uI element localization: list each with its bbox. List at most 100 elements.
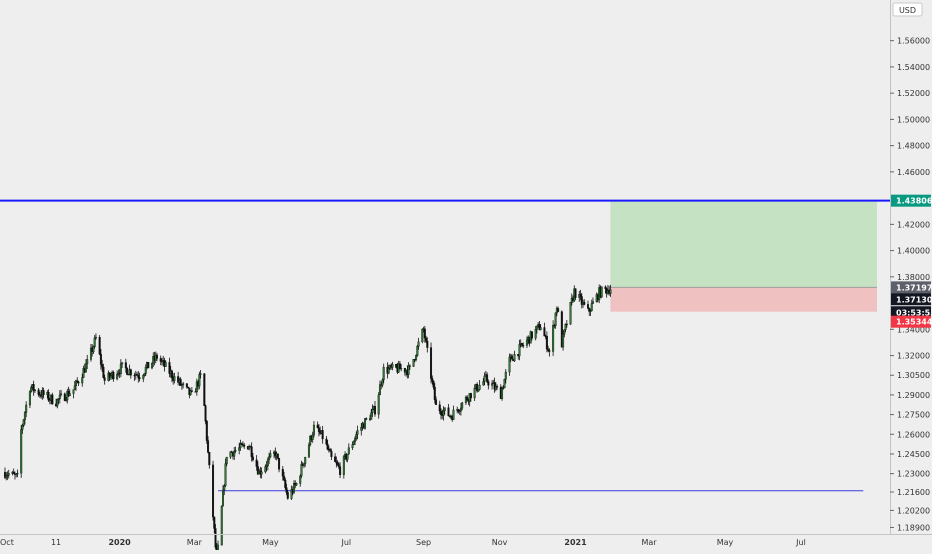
loss-zone[interactable] bbox=[610, 287, 877, 312]
candle bbox=[412, 359, 415, 368]
candle bbox=[416, 344, 419, 357]
candle bbox=[63, 392, 66, 402]
candle-body-down bbox=[32, 384, 35, 392]
price-tick-label: 1.27500 bbox=[897, 411, 930, 420]
candle bbox=[94, 333, 97, 340]
candle bbox=[214, 524, 217, 550]
candle bbox=[234, 446, 237, 454]
candle-body-up bbox=[564, 323, 567, 330]
candle-body-up bbox=[442, 410, 445, 416]
candle-body-up bbox=[173, 376, 176, 381]
candle-body-down bbox=[251, 456, 254, 461]
candle-body-up bbox=[416, 345, 419, 356]
candle bbox=[136, 372, 139, 376]
candle bbox=[600, 286, 603, 299]
price-axis[interactable]: USD 1.56000 1.54000 1.52000 1.50000 1.48000 1… bbox=[890, 0, 932, 550]
candle bbox=[20, 424, 23, 478]
candle-body-up bbox=[198, 374, 201, 387]
candle-body-down bbox=[457, 409, 460, 412]
candle bbox=[329, 447, 332, 452]
candle-body-down bbox=[373, 405, 376, 415]
candle bbox=[518, 339, 521, 361]
candle-body-down bbox=[112, 371, 115, 380]
candle-body-up bbox=[382, 366, 385, 381]
candle-body-up bbox=[23, 412, 26, 420]
candle bbox=[364, 417, 367, 430]
horizontal-lines[interactable] bbox=[0, 199, 890, 492]
candle-body-up bbox=[554, 312, 557, 326]
candle bbox=[30, 385, 33, 393]
time-tick-label: 2020 bbox=[108, 538, 131, 547]
candle bbox=[554, 312, 557, 329]
candle bbox=[583, 299, 586, 306]
candle bbox=[564, 323, 567, 333]
candle-body-up bbox=[229, 451, 232, 458]
candle bbox=[302, 463, 305, 469]
candle-body-down bbox=[283, 475, 286, 481]
candle bbox=[382, 363, 385, 384]
candle-body-down bbox=[447, 407, 450, 417]
candle bbox=[398, 361, 401, 370]
candle-body-up bbox=[239, 443, 242, 448]
candle bbox=[190, 387, 193, 393]
candle bbox=[562, 330, 565, 351]
candle-body-up bbox=[164, 362, 167, 367]
candle-body-down bbox=[51, 394, 54, 405]
candle bbox=[75, 379, 78, 391]
candle bbox=[580, 292, 583, 309]
candle-body-down bbox=[329, 449, 332, 452]
candle bbox=[530, 331, 533, 341]
candle-body-up bbox=[525, 339, 528, 346]
candle-body-down bbox=[179, 378, 182, 386]
candle bbox=[535, 325, 538, 334]
candle bbox=[37, 387, 40, 397]
candle bbox=[347, 443, 350, 455]
candle-body-up bbox=[143, 373, 146, 376]
candle bbox=[351, 441, 354, 450]
time-tick-label: Mar bbox=[187, 538, 203, 547]
position-box[interactable] bbox=[610, 200, 877, 312]
candle-body-up bbox=[20, 429, 23, 474]
candle-body-up bbox=[482, 381, 485, 386]
candle bbox=[225, 456, 228, 467]
candle bbox=[548, 348, 551, 357]
candle bbox=[239, 439, 242, 451]
candle bbox=[286, 489, 289, 500]
candle-body-up bbox=[502, 387, 505, 389]
candle bbox=[12, 468, 15, 475]
candle bbox=[365, 417, 368, 421]
candle bbox=[356, 425, 359, 440]
candle-body-down bbox=[256, 466, 259, 475]
candle bbox=[452, 405, 455, 420]
price-tick-label: 1.32000 bbox=[897, 352, 930, 361]
candle bbox=[109, 372, 112, 380]
candle bbox=[204, 404, 207, 425]
candle bbox=[250, 442, 253, 462]
candle bbox=[223, 484, 226, 496]
time-axis[interactable]: Oct 11 2020 Mar May Jul Sep Nov 2021 Mar May Jul bbox=[0, 534, 932, 548]
candle-body-down bbox=[99, 353, 102, 365]
currency-badge[interactable] bbox=[892, 2, 923, 17]
candle bbox=[47, 389, 50, 403]
profit-zone[interactable] bbox=[610, 200, 877, 288]
candle-body-up bbox=[494, 386, 497, 390]
candle-body-down bbox=[103, 377, 106, 381]
candle bbox=[7, 469, 10, 479]
candle bbox=[300, 460, 303, 479]
candle-body-up bbox=[16, 472, 19, 475]
candle-body-down bbox=[487, 381, 490, 386]
candle bbox=[387, 364, 390, 375]
candle bbox=[25, 401, 28, 418]
price-label-bg bbox=[891, 293, 931, 306]
candle-body-up bbox=[600, 286, 603, 298]
candle-body-up bbox=[160, 360, 163, 363]
candle bbox=[290, 485, 293, 501]
candle bbox=[116, 370, 119, 381]
candle bbox=[482, 378, 485, 386]
candle bbox=[189, 389, 192, 396]
candle bbox=[504, 369, 507, 384]
candle bbox=[478, 379, 481, 391]
candle-body-down bbox=[138, 377, 141, 380]
